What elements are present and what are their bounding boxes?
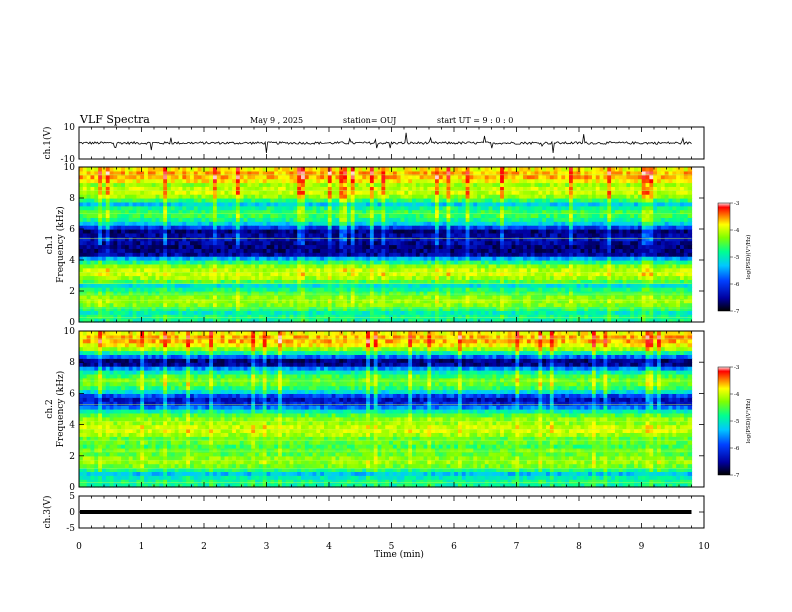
x-tick-label: 4: [326, 542, 332, 552]
date-label: May 9 , 2025: [250, 116, 303, 125]
colorbar-tick-label: -5: [734, 255, 740, 261]
x-axis-label: Time (min): [374, 549, 424, 560]
colorbar-tick-label: -3: [734, 365, 740, 371]
colorbar-tick-label: -3: [734, 201, 740, 207]
x-tick-label: 0: [76, 542, 82, 552]
x-tick-label: 5: [389, 542, 395, 552]
y-axis: 0 2 4 6 8 10: [64, 327, 704, 493]
y-tick-label: 6: [69, 389, 75, 399]
x-tick-label: 8: [576, 542, 582, 552]
colorbar-tick-label: -4: [734, 392, 740, 398]
x-tick-label: 10: [698, 542, 710, 552]
y-axis-channel-label: ch.1: [45, 235, 55, 254]
station-label: station= OUJ: [343, 116, 396, 125]
y-tick-label: 4: [69, 421, 75, 431]
y-tick-label: 5: [69, 492, 75, 502]
figure-header: VLF Spectra May 9 , 2025 station= OUJ st…: [79, 113, 513, 126]
y-tick-label: 0: [69, 508, 75, 518]
colorbar-tick-label: -5: [734, 419, 740, 425]
colorbar-tick-label: -7: [734, 309, 740, 315]
x-tick-label: 9: [639, 542, 645, 552]
x-ticks: [78, 331, 705, 487]
panel-1: 10 -10 ch.1(V): [42, 123, 705, 165]
x-tick-label: 2: [201, 542, 207, 552]
y-axis-label: ch.1(V): [42, 127, 53, 160]
y-tick-label: 8: [69, 194, 75, 204]
colorbar-tick-label: -6: [734, 282, 740, 288]
x-tick-label: 6: [451, 542, 457, 552]
y-tick-label: -5: [66, 524, 75, 534]
x-ticks: [78, 167, 705, 322]
panel-2: 0 2 4 6 8 10 ch.1 Frequency (kHz) -3 -4 -5 -6 -7 log(…: [45, 163, 752, 328]
start-time-label: start UT = 9 : 0 : 0: [437, 116, 513, 125]
y-tick-label: 0: [69, 318, 75, 328]
colorbar-label: log(PSD)(V²/Hz): [745, 399, 752, 444]
y-tick-label: 4: [69, 256, 75, 266]
y-tick-label: 10: [64, 327, 76, 337]
panel-4: 50-5ch.3(V)0 1 2 3 4 5 6 7 8 9 10: [42, 492, 710, 552]
y-axis-label: Frequency (kHz): [55, 206, 66, 283]
y-tick-label: 0: [69, 483, 75, 493]
waveform-trace: [78, 132, 692, 154]
y-tick-label: 2: [69, 452, 75, 462]
y-tick-label: 8: [69, 358, 75, 368]
y-axis: 10 -10: [61, 123, 704, 165]
y-tick-label: -10: [61, 155, 76, 165]
x-ticks: [78, 496, 705, 528]
panel-3: 0 2 4 6 8 10 ch.2 Frequency (kHz) -3 -4 -5 -6 -7 log(…: [45, 327, 752, 493]
y-axis: 0 2 4 6 8 10: [64, 163, 704, 328]
y-tick-label: 10: [64, 123, 76, 133]
y-axis-label: Frequency (kHz): [55, 371, 66, 448]
colorbar: -3 -4 -5 -6 -7 log(PSD)(V²/Hz): [717, 201, 752, 315]
colorbar-gradient: [717, 202, 731, 312]
x-ticks: [78, 127, 705, 159]
y-tick-label: 2: [69, 287, 75, 297]
colorbar-label: log(PSD)(V²/Hz): [745, 235, 752, 280]
y-axis-label: ch.3(V): [42, 496, 53, 529]
spectrogram-image: [79, 331, 693, 488]
colorbar: -3 -4 -5 -6 -7 log(PSD)(V²/Hz): [717, 365, 752, 479]
colorbar-gradient: [717, 366, 731, 476]
colorbar-tick-label: -7: [734, 473, 740, 479]
colorbar-tick-label: -4: [734, 228, 740, 234]
y-axis-channel-label: ch.2: [45, 399, 55, 418]
x-tick-label: 3: [264, 542, 270, 552]
spectrogram-image: [79, 167, 693, 323]
y-axis: 5 0 -5: [66, 492, 704, 534]
y-tick-label: 10: [64, 163, 76, 173]
y-tick-label: 6: [69, 225, 75, 235]
x-tick-label: 7: [514, 542, 520, 552]
colorbar-tick-label: -6: [734, 446, 740, 452]
x-tick-label: 1: [139, 542, 145, 552]
figure-title: VLF Spectra: [79, 113, 150, 126]
x-tick-labels: 0 1 2 3 4 5 6 7 8 9 10: [76, 542, 710, 552]
